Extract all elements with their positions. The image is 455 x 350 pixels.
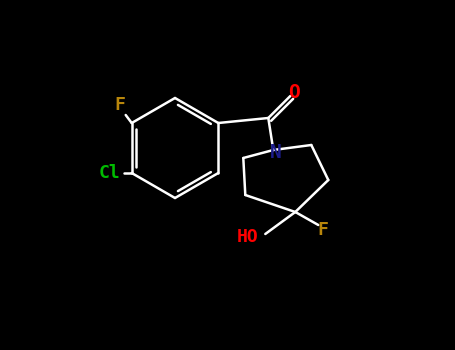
Text: Cl: Cl [99,164,121,182]
Text: HO: HO [237,228,258,246]
Text: N: N [269,142,281,161]
Text: F: F [114,96,125,114]
Text: F: F [318,221,329,239]
Text: O: O [288,83,300,102]
